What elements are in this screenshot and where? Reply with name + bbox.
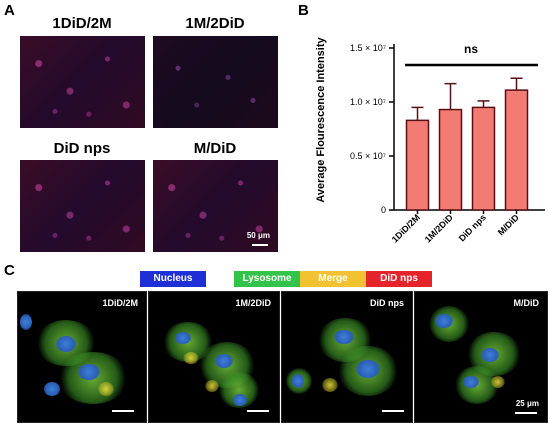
y-tick-label: 0 xyxy=(381,205,386,215)
nucleus xyxy=(233,394,247,406)
nucleus xyxy=(292,374,304,388)
bar xyxy=(405,119,430,211)
confocal-title: 1DiD/2M xyxy=(102,298,138,308)
confocal-image: M/DiD 25 μm xyxy=(414,291,548,423)
merge-spot xyxy=(491,376,505,388)
micrograph-image xyxy=(20,160,145,252)
legend-nucleus: Nucleus xyxy=(140,271,206,287)
bar xyxy=(504,89,529,211)
bar xyxy=(471,106,496,211)
nucleus xyxy=(463,376,479,388)
confocal-image: 1M/2DiD xyxy=(148,291,280,423)
bar-chart: Average Flourescence Intensity ns 0 0.5 ×… xyxy=(315,36,545,245)
scalebar xyxy=(252,244,268,246)
bar xyxy=(438,108,463,211)
y-axis-label: Average Flourescence Intensity xyxy=(315,36,327,202)
y-tick-label: 0.5 × 10⁷ xyxy=(350,151,386,161)
scalebar-label: 50 μm xyxy=(246,231,270,240)
scalebar-label: 25 μm xyxy=(515,399,539,408)
scalebar xyxy=(515,412,537,414)
nucleus xyxy=(44,382,60,396)
y-tick-label: 1.0 × 10⁷ xyxy=(350,97,386,107)
x-tick-label: DiD nps xyxy=(457,212,488,243)
micrograph-title: 1M/2DiD xyxy=(185,15,245,32)
x-tick-label: M/DiD xyxy=(496,212,521,237)
nucleus xyxy=(175,332,191,344)
merge-spot xyxy=(98,382,114,396)
scalebar xyxy=(247,410,269,412)
confocal-image: DiD nps xyxy=(281,291,413,423)
panel-label-a: A xyxy=(4,2,15,19)
scalebar xyxy=(382,410,404,412)
nucleus xyxy=(435,314,453,328)
confocal-title: 1M/2DiD xyxy=(235,298,271,308)
scalebar xyxy=(112,410,134,412)
nucleus xyxy=(20,314,32,330)
panel-label-c: C xyxy=(4,262,15,279)
x-tick-label: 1M/2DiD xyxy=(423,212,456,245)
confocal-image: 1DiD/2M xyxy=(17,291,147,423)
micrograph-image xyxy=(153,36,278,128)
confocal-title: M/DiD xyxy=(513,298,540,308)
legend-lysosome: Lysosome xyxy=(234,271,300,287)
nucleus xyxy=(215,354,233,368)
micrograph-title: 1DiD/2M xyxy=(52,15,112,32)
legend-did-nps: DiD nps xyxy=(366,271,432,287)
nucleus xyxy=(356,360,380,378)
micrograph-image: 50 μm xyxy=(153,160,278,252)
nucleus xyxy=(56,336,76,352)
legend-merge: Merge xyxy=(300,271,366,287)
significance-label: ns xyxy=(464,42,478,56)
micrograph-title: M/DiD xyxy=(193,140,237,157)
panel-label-b: B xyxy=(298,2,309,19)
nucleus xyxy=(481,348,499,362)
confocal-title: DiD nps xyxy=(369,298,404,308)
merge-spot xyxy=(183,352,199,364)
nucleus xyxy=(334,330,354,344)
micrograph-image xyxy=(20,36,145,128)
nucleus xyxy=(78,364,100,380)
micrograph-title: DiD nps xyxy=(53,140,111,157)
y-tick-label: 1.5 × 10⁷ xyxy=(350,43,386,53)
x-tick-label: 1DiD/2M xyxy=(390,212,422,244)
merge-spot xyxy=(322,378,338,392)
merge-spot xyxy=(205,380,219,392)
